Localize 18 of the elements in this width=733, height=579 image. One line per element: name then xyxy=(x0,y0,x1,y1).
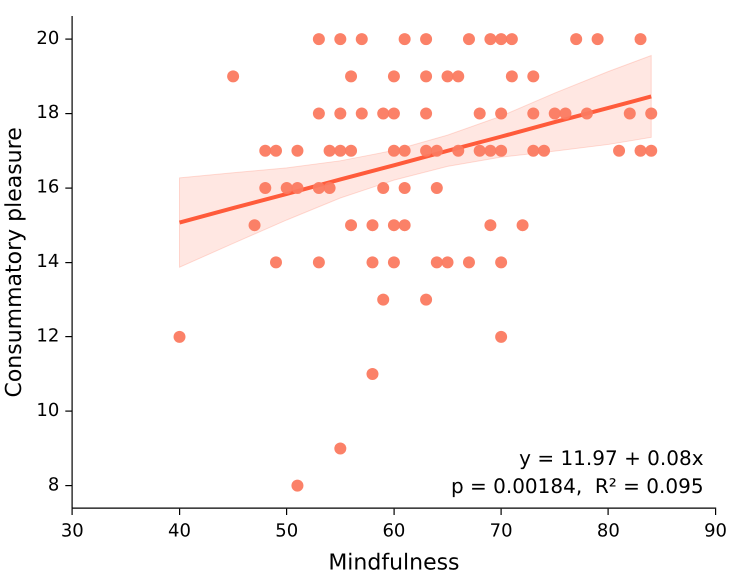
y-tick-label: 20 xyxy=(36,28,60,49)
x-tick-label: 40 xyxy=(168,520,191,542)
y-axis-title: Consummatory pleasure xyxy=(2,127,27,398)
y-tick-label: 12 xyxy=(36,325,60,346)
annotation: y = 11.97 + 0.08x xyxy=(519,446,704,470)
x-tick-label: 50 xyxy=(275,520,298,542)
x-tick-label: 60 xyxy=(382,520,406,542)
y-tick-label: 8 xyxy=(48,474,60,496)
x-tick-label: 30 xyxy=(60,520,84,542)
y-tick-label: 10 xyxy=(36,400,60,421)
y-tick-label: 14 xyxy=(36,251,60,272)
y-tick-label: 16 xyxy=(36,176,60,198)
y-tick-label: 18 xyxy=(36,102,60,124)
annotation: p = 0.00184, R² = 0.095 xyxy=(450,474,704,498)
x-axis-title: Mindfulness xyxy=(328,550,460,576)
x-tick-label: 70 xyxy=(490,520,513,542)
x-tick-label: 90 xyxy=(704,520,727,542)
x-tick-label: 80 xyxy=(596,520,620,542)
